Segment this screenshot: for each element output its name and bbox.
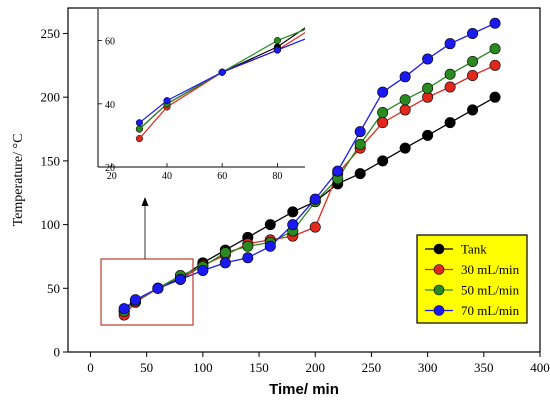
legend-label: 70 mL/min: [461, 303, 520, 318]
y-tick-label: 200: [41, 90, 61, 105]
data-point: [444, 81, 456, 93]
inset-y-tick-label: 60: [105, 37, 115, 48]
inset-data-point: [273, 37, 281, 45]
data-point: [399, 104, 411, 116]
data-point: [489, 43, 501, 55]
data-point: [422, 129, 434, 141]
x-axis-label: Time/ min: [269, 381, 339, 398]
data-point: [287, 219, 299, 231]
data-point: [354, 168, 366, 180]
data-point: [399, 94, 411, 106]
inset-x-tick-label: 80: [272, 171, 282, 182]
y-axis-label: Temperature/ °C: [11, 134, 26, 227]
inset-series-line: [138, 27, 305, 130]
data-point: [467, 56, 479, 68]
data-point: [354, 126, 366, 138]
y-tick-label: 50: [47, 281, 60, 296]
data-point: [489, 17, 501, 29]
legend-label: Tank: [461, 242, 487, 257]
data-point: [489, 59, 501, 71]
inset-plot: 20 40 60 80 20 40 60: [97, 9, 305, 182]
data-point: [152, 282, 164, 294]
inset-series-line: [138, 28, 305, 130]
inset-series-line: [139, 38, 305, 124]
data-point: [377, 155, 389, 167]
inset-data-point: [135, 119, 143, 127]
inset-x-tick-label: 60: [217, 171, 227, 182]
inset-y-tick-label: 40: [105, 100, 115, 111]
x-tick-label: 400: [530, 360, 550, 375]
data-point: [129, 294, 141, 306]
data-point: [467, 70, 479, 82]
data-point: [118, 303, 130, 315]
x-tick-label: 100: [193, 360, 213, 375]
data-point: [422, 82, 434, 94]
data-point: [489, 91, 501, 103]
data-point: [219, 257, 231, 269]
legend-marker: [433, 305, 445, 316]
data-point: [354, 138, 366, 150]
data-point: [444, 117, 456, 129]
legend-marker: [433, 284, 445, 296]
data-point: [309, 221, 321, 233]
legend-label: 50 mL/min: [461, 283, 520, 298]
data-point: [467, 104, 479, 116]
y-tick-label: 100: [41, 217, 61, 232]
inset-y-tick-label: 20: [105, 163, 115, 174]
data-point: [444, 38, 456, 50]
inset-data-point: [218, 68, 226, 76]
data-point: [444, 68, 456, 80]
x-tick-label: 50: [140, 360, 153, 375]
legend: Tank 30 mL/min 50 mL/min 70 mL/min: [416, 234, 528, 324]
data-point: [219, 247, 231, 259]
data-point: [377, 106, 389, 118]
x-tick-label: 200: [305, 360, 325, 375]
data-point: [467, 27, 479, 39]
data-point: [399, 71, 411, 83]
data-point: [264, 240, 276, 252]
data-point: [242, 240, 254, 252]
data-point: [377, 117, 389, 129]
data-point: [332, 165, 344, 177]
x-tick-label: 250: [362, 360, 382, 375]
inset-data-point: [163, 97, 171, 105]
x-tick-label: 300: [418, 360, 438, 375]
x-tick-label: 150: [249, 360, 269, 375]
data-point: [309, 193, 321, 205]
data-point: [422, 53, 434, 65]
y-tick-label: 250: [41, 26, 61, 41]
zoom-arrow-head: [141, 197, 149, 206]
x-tick-label: 350: [474, 360, 494, 375]
inset-data-point: [135, 125, 143, 133]
y-tick-label: 150: [41, 153, 61, 168]
x-tick-label: 0: [87, 360, 94, 375]
inset-data-point: [135, 135, 143, 143]
inset-x-tick-label: 40: [162, 171, 172, 182]
legend-marker: [433, 264, 445, 275]
data-point: [399, 142, 411, 154]
data-point: [377, 86, 389, 98]
legend-marker: [433, 243, 445, 255]
y-tick-label: 0: [54, 345, 61, 360]
inset-background: [98, 9, 305, 167]
data-point: [264, 219, 276, 231]
zoom-region-box: [100, 258, 194, 326]
data-point: [174, 273, 186, 285]
inset-x-tick-label: 20: [107, 171, 117, 182]
inset-data-point: [273, 46, 281, 54]
legend-label: 30 mL/min: [461, 262, 520, 277]
data-point: [287, 206, 299, 218]
data-point: [242, 252, 254, 264]
data-point: [197, 264, 209, 276]
main-plot-frame: [67, 7, 541, 353]
